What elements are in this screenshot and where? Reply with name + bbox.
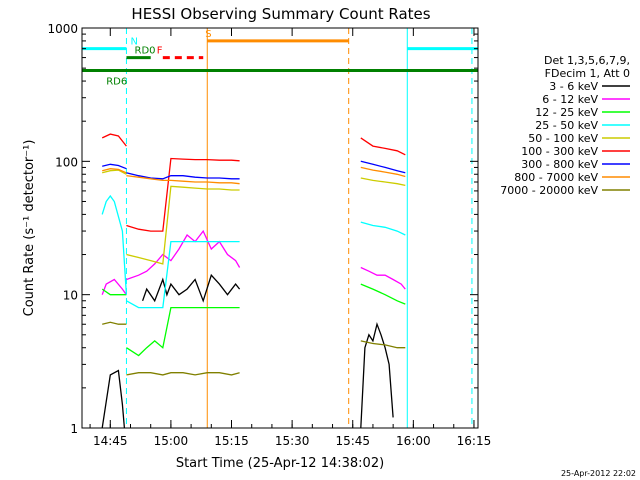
series-line-5-seg-1	[126, 157, 240, 232]
series-line-4-seg-0	[102, 169, 127, 175]
series-line-0-seg-0	[101, 369, 126, 429]
legend-label-8: 7000 - 20000 keV	[500, 184, 598, 197]
series-line-8-seg-2	[360, 340, 406, 349]
series-line-6-seg-2	[360, 160, 406, 174]
legend-label-2: 12 - 25 keV	[535, 106, 598, 119]
x-tick-label-5: 16:00	[396, 434, 431, 448]
legend-header-1: FDecim 1, Att 0	[545, 67, 630, 80]
x-tick-label-0: 14:45	[93, 434, 128, 448]
plot-frame	[81, 27, 479, 429]
series-line-7-seg-2	[360, 166, 406, 178]
legend-label-7: 800 - 7000 keV	[514, 171, 598, 184]
y-tick-label-1: 10	[63, 289, 78, 303]
series-line-3-seg-2	[360, 221, 406, 236]
series-line-8-seg-0	[102, 321, 127, 325]
y-tick-label-3: 1000	[47, 22, 78, 36]
series-line-1-seg-0	[101, 278, 127, 296]
y-axis: 1 10 100 1000	[47, 22, 478, 436]
legend-label-5: 100 - 300 keV	[521, 145, 598, 158]
y-tick-label-0: 1	[70, 422, 78, 436]
legend-label-4: 50 - 100 keV	[528, 132, 598, 145]
series-line-2-seg-0	[101, 288, 127, 296]
series-line-3-seg-1	[126, 240, 240, 309]
series-layer	[101, 133, 406, 429]
y-axis-label: Count Rate (s⁻¹ detector⁻¹)	[22, 140, 37, 317]
legend-header-0: Det 1,3,5,6,7,9,	[544, 54, 630, 67]
chart-title: HESSI Observing Summary Count Rates	[131, 5, 430, 23]
series-line-7-seg-0	[102, 168, 127, 174]
y-tick-label-2: 100	[55, 155, 78, 169]
flag-label-n: N	[130, 37, 137, 48]
legend-label-6: 300 - 800 keV	[521, 158, 598, 171]
x-axis: 14:45 15:00 15:15 15:30 15:45 16:00 16:15	[89, 28, 492, 448]
x-tick-label-6: 16:15	[457, 434, 492, 448]
series-line-4-seg-2	[360, 177, 406, 187]
flag-label-s: S	[205, 29, 211, 40]
series-line-0-seg-1	[141, 273, 241, 303]
series-line-5-seg-0	[101, 133, 127, 147]
series-line-4-seg-1	[126, 185, 240, 265]
series-line-8-seg-1	[126, 372, 240, 376]
plot-area	[125, 28, 473, 428]
series-line-1-seg-1	[126, 229, 241, 281]
series-line-6-seg-1	[126, 172, 240, 180]
series-line-2-seg-2	[360, 283, 406, 305]
x-tick-label-3: 15:30	[275, 434, 310, 448]
legend: Det 1,3,5,6,7,9,FDecim 1, Att 03 - 6 keV…	[500, 54, 630, 197]
x-tick-label-2: 15:15	[214, 434, 249, 448]
flag-label-rd0: RD0	[135, 46, 156, 57]
series-line-7-seg-1	[126, 175, 240, 185]
legend-label-0: 3 - 6 keV	[549, 80, 598, 93]
x-tick-label-4: 15:45	[335, 434, 370, 448]
legend-label-1: 6 - 12 keV	[542, 93, 598, 106]
series-line-5-seg-2	[360, 137, 406, 156]
flag-label-rd6: RD6	[106, 77, 127, 88]
x-axis-label: Start Time (25-Apr-12 14:38:02)	[176, 456, 384, 471]
flag-label-f: F	[157, 46, 163, 57]
series-line-1-seg-2	[360, 266, 406, 290]
series-line-2-seg-1	[126, 306, 240, 357]
series-line-0-seg-2	[360, 322, 394, 429]
legend-label-3: 25 - 50 keV	[535, 119, 598, 132]
timestamp: 25-Apr-2012 22:02	[561, 469, 636, 478]
series-line-3-seg-0	[101, 194, 128, 295]
x-tick-label-1: 15:00	[154, 434, 189, 448]
series-line-6-seg-0	[102, 163, 127, 170]
